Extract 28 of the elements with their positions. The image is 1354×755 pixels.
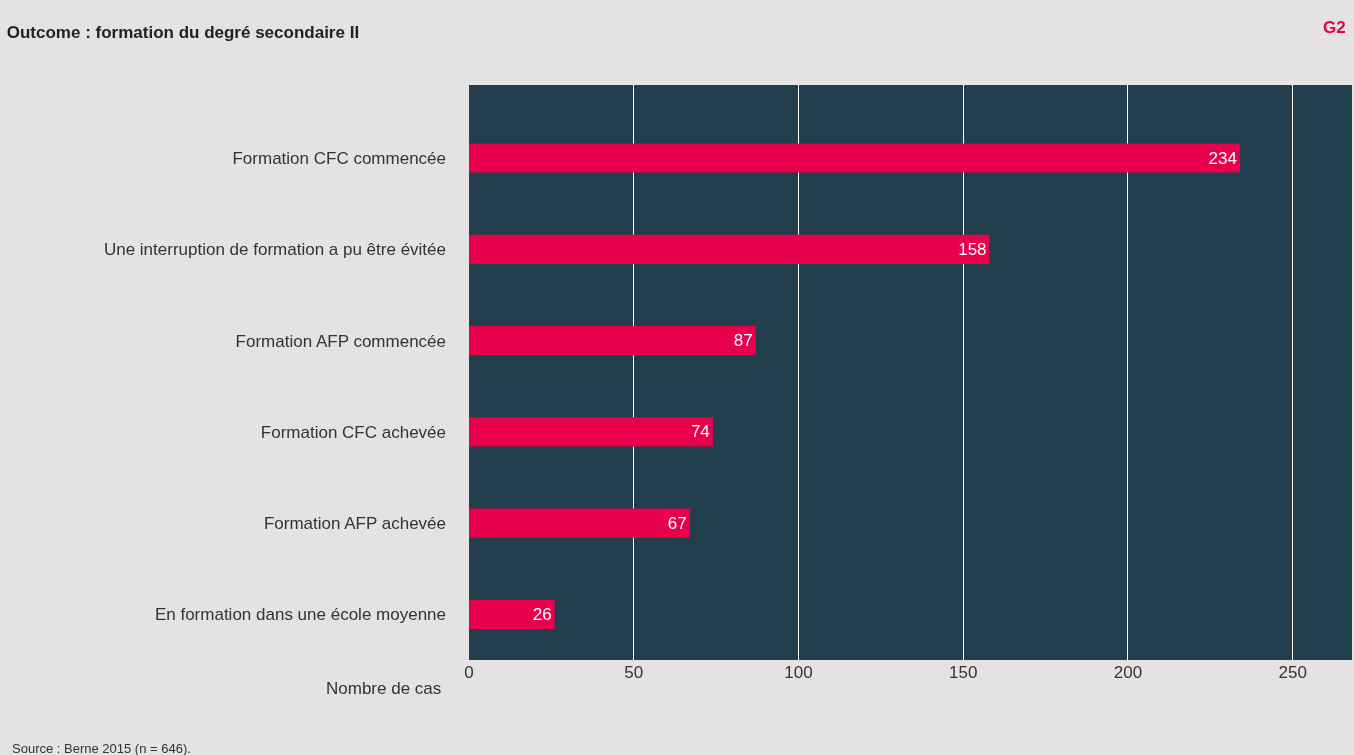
x-tick-label: 200 [1113, 663, 1143, 682]
data-label: 158 [958, 239, 987, 259]
y-tick-label: Formation CFC commencée [232, 148, 446, 168]
bar [469, 143, 1240, 173]
data-label: 26 [532, 604, 552, 624]
data-label: 74 [690, 422, 710, 442]
text: G2 [1323, 18, 1346, 37]
x-tick-label: 100 [784, 663, 813, 682]
bar [469, 599, 555, 629]
bar [469, 234, 990, 264]
data-label: 87 [733, 331, 753, 351]
x-tick-label: 0 [464, 663, 474, 682]
x-tick-label: 150 [949, 663, 978, 682]
y-tick-label: Formation AFP commencée [235, 331, 446, 351]
bar [469, 325, 756, 356]
x-axis-title: Nombre de cas [326, 679, 442, 698]
y-tick-label: Formation CFC achevée [260, 422, 446, 442]
text: Outcome : formation du degré secondaire II [6, 23, 360, 43]
data-label: 234 [1208, 148, 1237, 168]
data-label: 67 [667, 513, 687, 533]
source-note: Source : Berne 2015 (n = 646). [12, 741, 191, 755]
y-tick-label: Formation AFP achevée [263, 514, 446, 534]
x-tick-label: 250 [1278, 663, 1307, 682]
x-tick-label: 50 [624, 663, 644, 682]
bar [469, 508, 690, 538]
bar [469, 417, 713, 447]
y-tick-label: Une interruption de formation a pu être évitée [103, 240, 446, 260]
y-tick-label: En formation dans une école moyenne [154, 605, 446, 625]
